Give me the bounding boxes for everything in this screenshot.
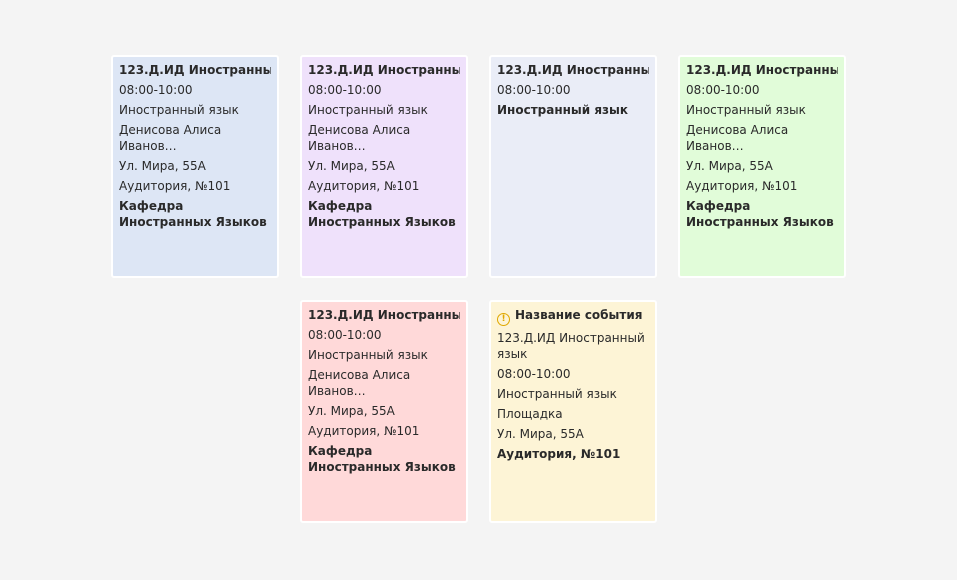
text: 08:00-10:00 [497, 367, 571, 381]
event-detail: Иностранный язык [119, 102, 271, 118]
text: Название события [515, 308, 643, 322]
text: 08:00-10:00 [497, 83, 571, 97]
event-card[interactable]: 123.Д.ИД Иностранный… 08:00-10:00 Иностран… [111, 55, 279, 278]
event-detail: Аудитория, №101 [308, 423, 460, 439]
event-title: 123.Д.ИД Иностранный… [686, 62, 838, 78]
event-title: 123.Д.ИД Иностранный… [308, 307, 460, 323]
event-detail: Денисова Алиса Иванов… [308, 367, 460, 399]
event-detail: Ул. Мира, 55А [497, 426, 649, 442]
event-card[interactable]: 123.Д.ИД Иностранный… 08:00-10:00 Иностран… [678, 55, 846, 278]
event-detail: Ул. Мира, 55А [119, 158, 271, 174]
event-title: 123.Д.ИД Иностранный… [119, 62, 271, 78]
event-detail: Иностранный язык [308, 102, 460, 118]
text: Аудитория, №101 [497, 447, 621, 461]
text: Ул. Мира, 55А [308, 159, 395, 173]
event-card[interactable]: ! Название события 123.Д.ИД Иностранный яз… [489, 300, 657, 523]
text: 123.Д.ИД Иностранный язык [497, 331, 645, 361]
text: Аудитория, №101 [119, 179, 231, 193]
event-detail: Иностранный язык [308, 347, 460, 363]
text: Денисова Алиса Иванов… [119, 123, 222, 153]
event-detail: Кафедра Иностранных Языков [308, 198, 460, 230]
text: Ул. Мира, 55А [119, 159, 206, 173]
text: Аудитория, №101 [308, 179, 420, 193]
text: Иностранный язык [686, 103, 806, 117]
text: Кафедра Иностранных Языков [308, 199, 456, 229]
text: Ул. Мира, 55А [497, 427, 584, 441]
event-detail: 08:00-10:00 [497, 82, 649, 98]
text: Иностранный язык [308, 348, 428, 362]
event-detail: Площадка [497, 406, 649, 422]
event-detail: 08:00-10:00 [308, 327, 460, 343]
text: Денисова Алиса Иванов… [686, 123, 789, 153]
text: Денисова Алиса Иванов… [308, 123, 411, 153]
event-detail: Кафедра Иностранных Языков [119, 198, 271, 230]
text: 123.Д.ИД Иностранный… [497, 63, 649, 77]
schedule-grid: 123.Д.ИД Иностранный… 08:00-10:00 Иностран… [111, 55, 846, 523]
event-detail: Аудитория, №101 [308, 178, 460, 194]
warning-icon: ! [497, 313, 510, 326]
text: Иностранный язык [308, 103, 428, 117]
text: 123.Д.ИД Иностранный… [308, 308, 460, 322]
text: 08:00-10:00 [119, 83, 193, 97]
event-detail: Денисова Алиса Иванов… [308, 122, 460, 154]
event-detail: Денисова Алиса Иванов… [119, 122, 271, 154]
event-detail: Иностранный язык [686, 102, 838, 118]
text: 08:00-10:00 [308, 328, 382, 342]
text: Площадка [497, 407, 563, 421]
event-card[interactable]: 123.Д.ИД Иностранный… 08:00-10:00 Иностран… [300, 300, 468, 523]
text: 08:00-10:00 [686, 83, 760, 97]
text: 08:00-10:00 [308, 83, 382, 97]
event-detail: Аудитория, №101 [119, 178, 271, 194]
text: Денисова Алиса Иванов… [308, 368, 411, 398]
event-detail: Ул. Мира, 55А [308, 158, 460, 174]
text: Аудитория, №101 [308, 424, 420, 438]
event-detail: Иностранный язык [497, 102, 649, 118]
text: Кафедра Иностранных Языков [308, 444, 456, 474]
event-card[interactable]: 123.Д.ИД Иностранный… 08:00-10:00 Иностран… [300, 55, 468, 278]
text: Ул. Мира, 55А [308, 404, 395, 418]
text: Аудитория, №101 [686, 179, 798, 193]
event-detail: 123.Д.ИД Иностранный язык [497, 330, 649, 362]
text: 123.Д.ИД Иностранный… [119, 63, 271, 77]
text: Ул. Мира, 55А [686, 159, 773, 173]
text: 123.Д.ИД Иностранный… [686, 63, 838, 77]
event-title: 123.Д.ИД Иностранный… [308, 62, 460, 78]
text: Кафедра Иностранных Языков [686, 199, 834, 229]
text: Иностранный язык [497, 103, 629, 117]
text: Иностранный язык [497, 387, 617, 401]
event-card[interactable]: 123.Д.ИД Иностранный… 08:00-10:00 Иностран… [489, 55, 657, 278]
event-detail: Аудитория, №101 [686, 178, 838, 194]
event-title: 123.Д.ИД Иностранный… [497, 62, 649, 78]
event-detail: Ул. Мира, 55А [308, 403, 460, 419]
event-detail: Ул. Мира, 55А [686, 158, 838, 174]
event-detail: Кафедра Иностранных Языков [308, 443, 460, 475]
event-detail: 08:00-10:00 [308, 82, 460, 98]
event-detail: 08:00-10:00 [119, 82, 271, 98]
event-title: ! Название события [497, 307, 649, 326]
text: Кафедра Иностранных Языков [119, 199, 267, 229]
text: Иностранный язык [119, 103, 239, 117]
event-detail: Аудитория, №101 [497, 446, 649, 462]
event-detail: 08:00-10:00 [497, 366, 649, 382]
event-detail: 08:00-10:00 [686, 82, 838, 98]
text: 123.Д.ИД Иностранный… [308, 63, 460, 77]
event-detail: Кафедра Иностранных Языков [686, 198, 838, 230]
event-detail: Иностранный язык [497, 386, 649, 402]
event-detail: Денисова Алиса Иванов… [686, 122, 838, 154]
